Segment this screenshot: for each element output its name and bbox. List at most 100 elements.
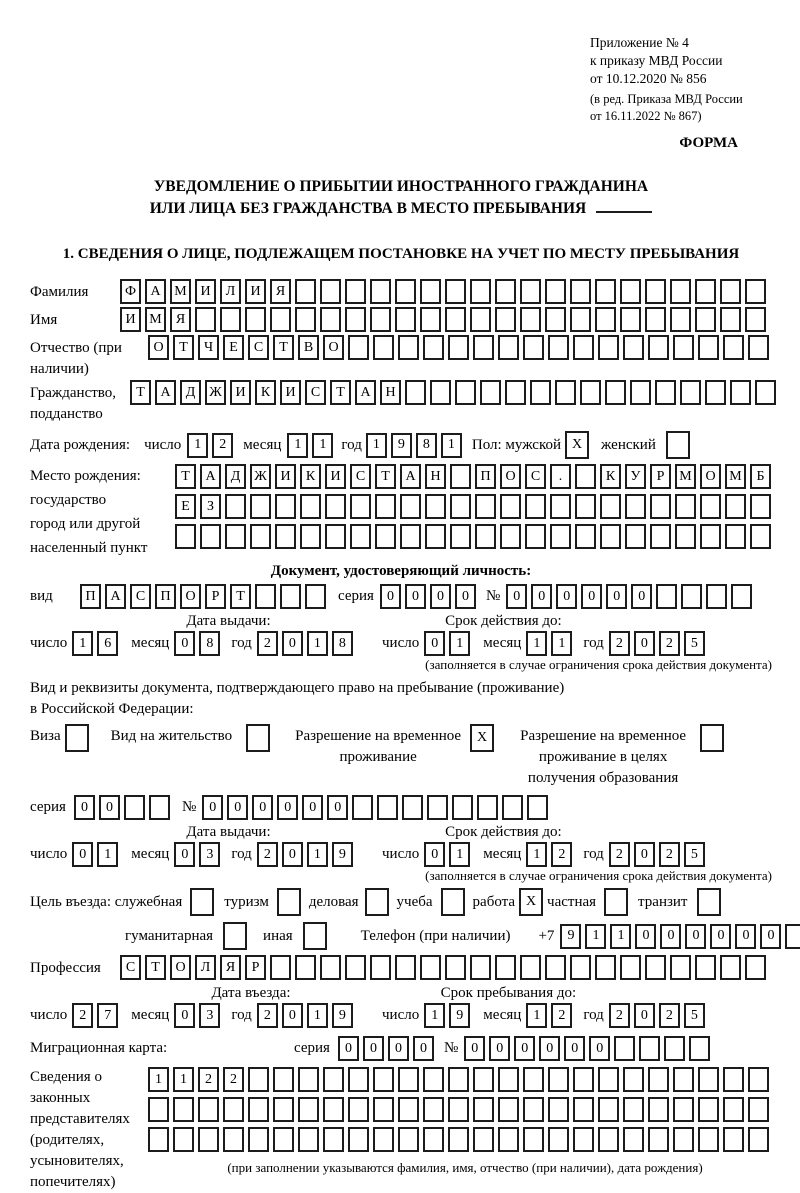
char-box[interactable] [225, 524, 246, 549]
char-box[interactable] [498, 1127, 519, 1152]
char-box[interactable] [645, 279, 666, 304]
char-box[interactable] [570, 955, 591, 980]
char-box[interactable] [223, 1127, 244, 1152]
char-box[interactable]: Р [650, 464, 671, 489]
char-box[interactable] [364, 888, 389, 916]
char-box[interactable]: У [625, 464, 646, 489]
char-box[interactable] [348, 1127, 369, 1152]
char-box[interactable]: С [120, 955, 141, 980]
char-box[interactable]: А [400, 464, 421, 489]
char-box[interactable]: 1 [526, 842, 548, 867]
char-box[interactable]: С [248, 335, 269, 360]
char-box[interactable] [445, 279, 466, 304]
char-box[interactable]: 1 [440, 432, 462, 458]
char-box[interactable] [623, 1127, 644, 1152]
char-box[interactable] [725, 494, 746, 519]
char-box[interactable] [448, 335, 469, 360]
char-box[interactable] [495, 279, 516, 304]
char-box[interactable] [670, 307, 691, 332]
char-box[interactable]: З [200, 494, 221, 519]
char-box[interactable]: 9 [331, 1003, 353, 1028]
char-box[interactable]: 1 [287, 432, 309, 458]
char-box[interactable]: Т [145, 955, 166, 980]
char-box[interactable] [248, 1067, 269, 1092]
char-box[interactable] [320, 955, 341, 980]
char-box[interactable] [64, 724, 89, 752]
char-box[interactable] [498, 1067, 519, 1092]
char-box[interactable]: 0 [277, 795, 299, 820]
char-box[interactable] [280, 584, 301, 609]
char-box[interactable] [398, 1127, 419, 1152]
char-box[interactable] [373, 1067, 394, 1092]
char-box[interactable] [255, 584, 276, 609]
char-box[interactable]: 9 [449, 1003, 471, 1028]
char-box[interactable] [450, 464, 471, 489]
char-box[interactable]: 0 [454, 584, 476, 609]
char-box[interactable] [445, 307, 466, 332]
char-box[interactable]: 8 [415, 432, 437, 458]
char-box[interactable]: М [170, 279, 191, 304]
char-box[interactable]: 0 [506, 584, 528, 609]
char-box[interactable] [525, 494, 546, 519]
char-box[interactable] [598, 335, 619, 360]
char-box[interactable] [250, 494, 271, 519]
char-box[interactable]: 1 [585, 923, 607, 949]
char-box[interactable] [698, 1127, 719, 1152]
char-box[interactable]: 0 [73, 795, 95, 820]
char-box[interactable] [455, 380, 476, 405]
char-box[interactable]: 0 [174, 1003, 196, 1028]
char-box[interactable] [398, 1097, 419, 1122]
char-box[interactable]: 2 [198, 1067, 219, 1092]
char-box[interactable] [648, 1067, 669, 1092]
char-box[interactable]: 0 [556, 584, 578, 609]
char-box[interactable]: Т [273, 335, 294, 360]
char-box[interactable]: 0 [174, 631, 196, 656]
char-box[interactable] [402, 795, 424, 820]
char-box[interactable] [548, 335, 569, 360]
char-box[interactable]: Д [225, 464, 246, 489]
char-box[interactable]: 1 [187, 432, 209, 458]
char-box[interactable]: О [323, 335, 344, 360]
char-box[interactable] [502, 795, 524, 820]
char-box[interactable]: Ч [198, 335, 219, 360]
char-box[interactable]: И [325, 464, 346, 489]
char-box[interactable]: 0 [633, 631, 655, 656]
char-box[interactable]: В [298, 335, 319, 360]
char-box[interactable] [648, 1127, 669, 1152]
char-box[interactable] [623, 1067, 644, 1092]
char-box[interactable] [689, 1036, 711, 1061]
char-box[interactable]: А [200, 464, 221, 489]
char-box[interactable] [785, 923, 800, 949]
char-box[interactable] [604, 888, 629, 916]
char-box[interactable] [395, 955, 416, 980]
char-box[interactable] [580, 380, 601, 405]
char-box[interactable] [148, 1097, 169, 1122]
char-box[interactable] [195, 307, 216, 332]
char-box[interactable] [398, 335, 419, 360]
char-box[interactable] [755, 380, 776, 405]
char-box[interactable] [680, 380, 701, 405]
char-box[interactable] [445, 955, 466, 980]
char-box[interactable]: 0 [387, 1036, 409, 1061]
char-box[interactable]: 0 [489, 1036, 511, 1061]
char-box[interactable]: М [725, 464, 746, 489]
char-box[interactable]: О [170, 955, 191, 980]
char-box[interactable] [276, 888, 301, 916]
char-box[interactable] [595, 307, 616, 332]
char-box[interactable] [595, 279, 616, 304]
char-box[interactable] [648, 1097, 669, 1122]
char-box[interactable] [345, 307, 366, 332]
char-box[interactable] [200, 524, 221, 549]
char-box[interactable] [570, 307, 591, 332]
char-box[interactable] [400, 494, 421, 519]
char-box[interactable] [300, 524, 321, 549]
char-box[interactable] [450, 524, 471, 549]
char-box[interactable] [500, 524, 521, 549]
char-box[interactable] [295, 279, 316, 304]
char-box[interactable] [223, 922, 248, 950]
char-box[interactable] [623, 1097, 644, 1122]
char-box[interactable] [550, 524, 571, 549]
char-box[interactable] [450, 494, 471, 519]
char-box[interactable] [670, 955, 691, 980]
char-box[interactable]: X [519, 888, 544, 916]
